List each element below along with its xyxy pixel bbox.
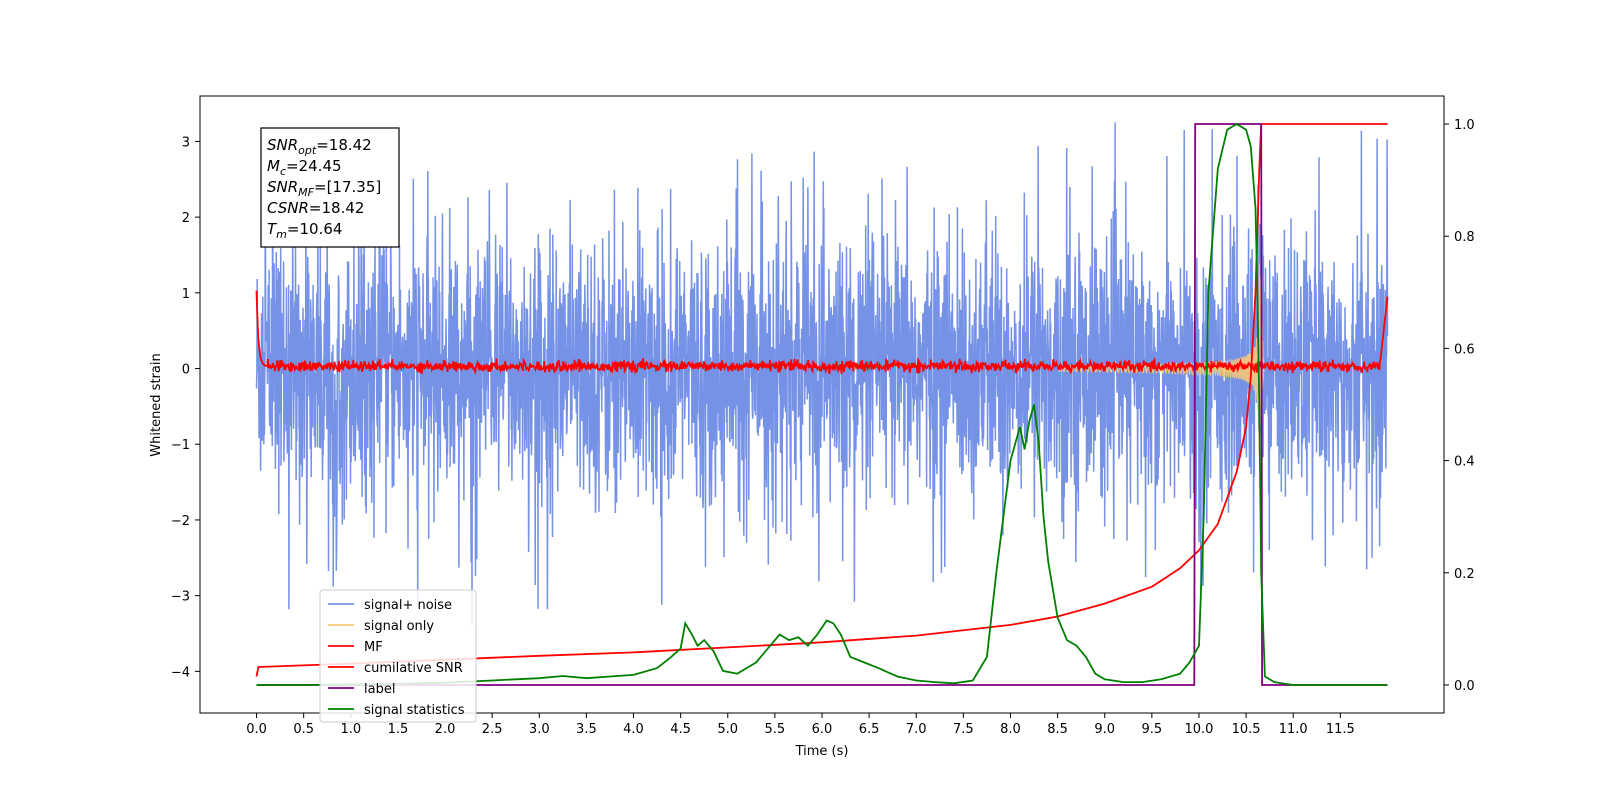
x-tick-label: 6.0 <box>812 722 833 737</box>
x-tick-label: 1.5 <box>388 722 409 737</box>
y-right-tick-label: 0.2 <box>1454 567 1475 582</box>
annotation-frame <box>260 127 400 248</box>
x-tick-label: 11.5 <box>1326 722 1355 737</box>
series-signal-statistics <box>256 122 1388 686</box>
y-left-tick-label: 1 <box>182 287 190 302</box>
x-tick-label: 10.0 <box>1184 722 1213 737</box>
legend-entry: cumilative SNR <box>364 661 463 676</box>
axes-layer: 0.0 0.5 1.0 1.5 2.0 2.5 3.0 3.5 4.0 4.5 5.0 5.5 6.0 6… <box>171 118 1475 737</box>
annotation-line: SNRopt=18.42 <box>267 136 372 157</box>
legend-entry: MF <box>364 640 383 655</box>
series-signal-only <box>1057 263 1265 454</box>
legend-entry: label <box>364 682 395 697</box>
annotation-line: Tm=10.64 <box>267 220 342 241</box>
series-label <box>256 123 1388 686</box>
y-right-tick-label: 0.4 <box>1454 455 1475 470</box>
x-tick-label: 2.0 <box>435 722 456 737</box>
legend-entry: signal only <box>364 619 434 634</box>
x-tick-label: 0.5 <box>293 722 314 737</box>
y-right-tick-label: 1.0 <box>1454 118 1475 133</box>
x-tick-label: 5.5 <box>765 722 786 737</box>
x-tick-label: 2.5 <box>482 722 503 737</box>
x-tick-label: 4.0 <box>623 722 644 737</box>
y-right-tick-label: 0.0 <box>1454 679 1475 694</box>
x-tick-label: 11.0 <box>1279 722 1308 737</box>
x-axis-label: Time (s) <box>795 744 849 759</box>
series-mf <box>255 290 1389 375</box>
series-layer <box>255 122 1389 686</box>
y-left-tick-label: −1 <box>171 438 190 453</box>
legend-frame <box>319 589 477 723</box>
x-tick-label: 4.5 <box>670 722 691 737</box>
y-right-tick-label: 0.8 <box>1454 230 1475 245</box>
x-tick-label: 6.5 <box>859 722 880 737</box>
y-left-tick-label: −2 <box>171 514 190 529</box>
legend-entry: signal statistics <box>364 703 465 718</box>
y-left-tick-label: 3 <box>182 135 190 150</box>
annotation-line: Mc=24.45 <box>267 157 342 178</box>
y-left-tick-label: −3 <box>171 590 190 605</box>
x-tick-label: 3.0 <box>529 722 550 737</box>
legend: signal+ noise signal only MF cumilative SNR… <box>319 589 477 723</box>
x-tick-label: 0.0 <box>246 722 267 737</box>
x-tick-label: 10.5 <box>1232 722 1261 737</box>
x-tick-label: 9.0 <box>1094 722 1115 737</box>
x-tick-label: 7.0 <box>906 722 927 737</box>
x-tick-label: 5.0 <box>717 722 738 737</box>
x-tick-label: 8.0 <box>1000 722 1021 737</box>
x-tick-label: 3.5 <box>576 722 597 737</box>
annotation-line: SNRMF=[17.35] <box>267 178 381 199</box>
y-left-tick-label: −4 <box>171 665 190 680</box>
x-tick-label: 8.5 <box>1047 722 1068 737</box>
y-left-tick-label: 0 <box>182 363 190 378</box>
annotation-line: CSNR=18.42 <box>267 199 364 217</box>
series-signal-noise <box>255 122 1389 626</box>
y-left-tick-label: 2 <box>182 211 190 226</box>
y-right-tick-label: 0.6 <box>1454 342 1475 357</box>
series-cumulative-snr <box>255 123 1388 677</box>
x-tick-label: 1.0 <box>340 722 361 737</box>
legend-entry: signal+ noise <box>364 598 452 613</box>
y-axis-label: Whitened strain <box>149 353 164 456</box>
x-tick-label: 7.5 <box>953 722 974 737</box>
annotation-box: SNRopt=18.42Mc=24.45SNRMF=[17.35]CSNR=18… <box>260 127 400 248</box>
x-tick-label: 9.5 <box>1142 722 1163 737</box>
